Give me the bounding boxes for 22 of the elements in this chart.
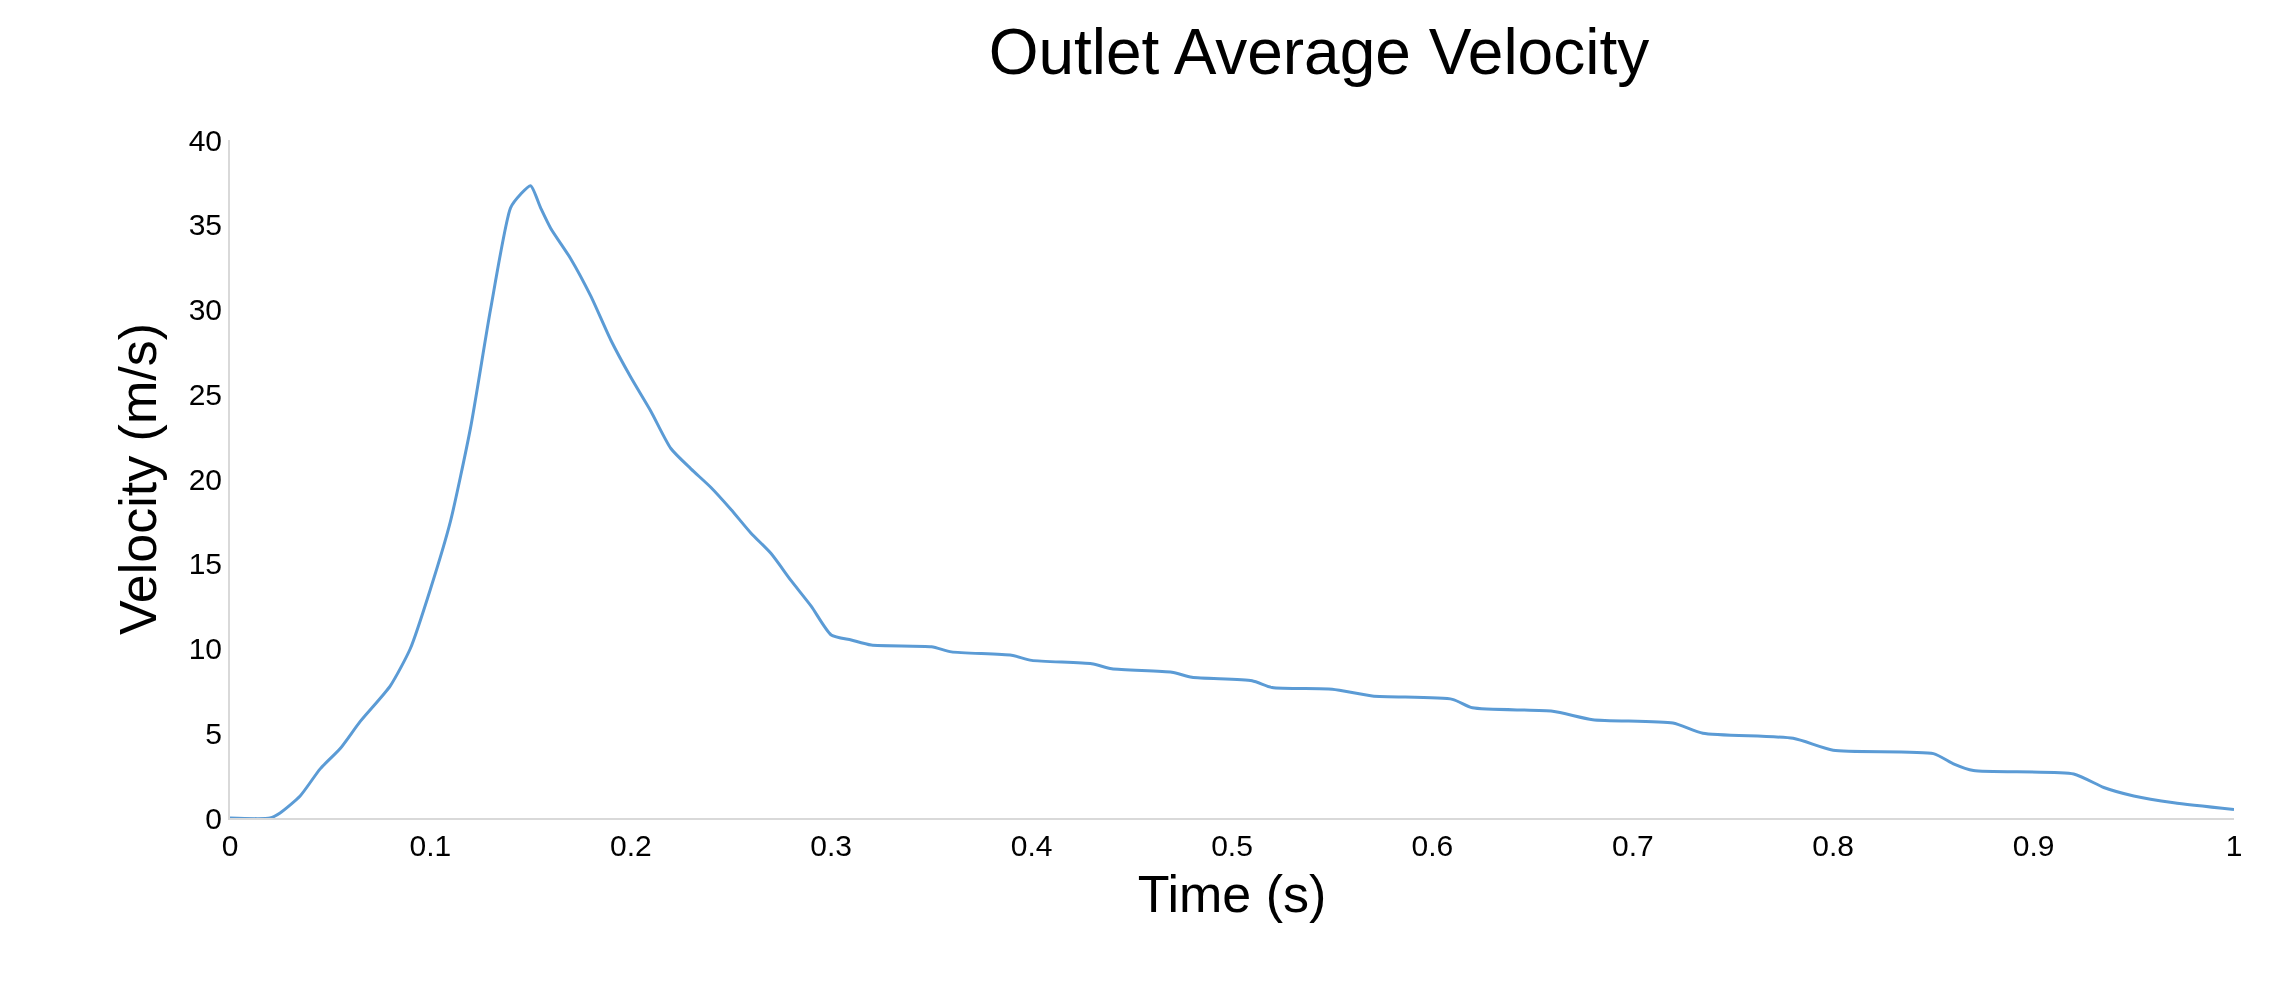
x-tick-label: 0.9 [2012,829,2055,862]
y-tick-label: 5 [205,716,222,750]
x-tick-label: 0.8 [1812,829,1855,862]
chart-title: Outlet Average Velocity [988,16,1650,89]
y-tick-label: 0 [205,801,222,835]
x-tick-label: 0.4 [1010,829,1053,862]
x-tick-label: 0.5 [1211,829,1253,862]
x-tick-label: 0.6 [1411,829,1454,862]
y-tick-label: 25 [188,377,222,411]
x-tick-label: 0.7 [1611,829,1654,862]
y-tick-label: 10 [188,632,222,665]
y-tick-label: 40 [188,123,222,157]
y-axis-title: Velocity (m/s) [109,322,168,636]
x-tick-label: 0.3 [810,829,853,862]
x-tick-label: 0.2 [609,829,652,862]
x-tick-label: 0.1 [409,829,452,862]
y-tick-label: 15 [188,547,222,581]
x-tick-label: 1 [2225,829,2243,862]
y-tick-label: 20 [188,462,222,496]
y-tick-label: 30 [188,293,222,326]
x-axis-title: Time (s) [1137,865,1327,924]
y-tick-label: 35 [188,208,222,242]
